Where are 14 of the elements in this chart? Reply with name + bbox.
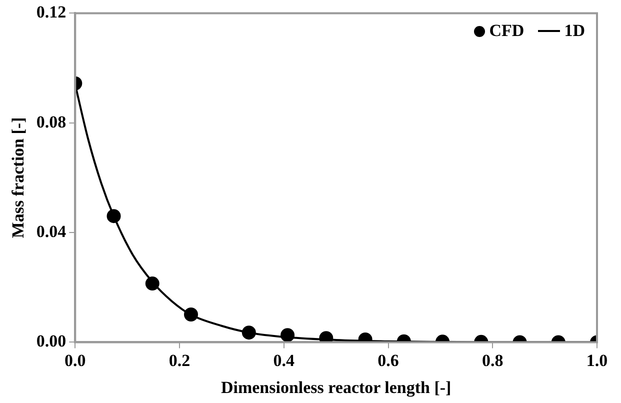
- x-tick-label: 1.0: [586, 350, 608, 370]
- x-tick-label: 0.8: [482, 350, 504, 370]
- y-axis-title: Mass fraction [-]: [8, 117, 28, 238]
- x-axis-title: Dimensionless reactor length [-]: [220, 378, 452, 398]
- y-tick-label: 0.08: [36, 112, 66, 132]
- y-tick-label: 0.12: [36, 2, 66, 22]
- legend-label: CFD: [489, 21, 524, 42]
- x-tick-label: 0.0: [64, 350, 86, 370]
- legend-label: 1D: [564, 21, 585, 42]
- y-tick-label: 0.00: [36, 332, 66, 351]
- x-tick-label: 0.2: [168, 350, 190, 370]
- y-tick-label: 0.04: [36, 222, 67, 241]
- x-tick-label: 0.4: [273, 350, 296, 370]
- x-tick-label: 0.6: [378, 350, 399, 370]
